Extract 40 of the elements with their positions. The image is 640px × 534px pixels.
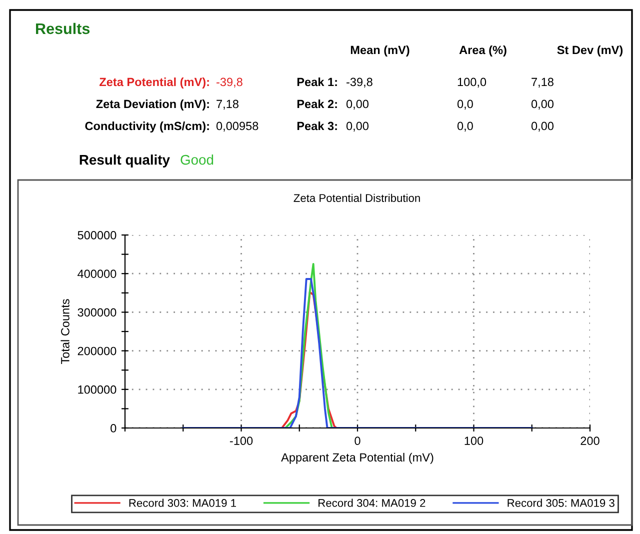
text: -39,8	[346, 78, 372, 88]
x-tick-label: 200	[580, 436, 600, 446]
y-tick-label: 500000	[78, 231, 116, 240]
text: -39,8	[216, 78, 242, 88]
text: Peak 3:	[297, 121, 337, 130]
text: 0,0	[457, 100, 473, 110]
x-tick-label: -100	[230, 436, 253, 446]
x-tick-label: 100	[464, 436, 484, 446]
text: 0,0	[457, 122, 473, 132]
legend-label: Record 304: MA019 2	[318, 498, 426, 507]
text: 0,00	[346, 100, 369, 110]
text: Area (%)	[459, 46, 506, 56]
text: 0,00958	[216, 122, 258, 132]
y-tick-label: 100000	[78, 385, 116, 394]
text: 7,18	[216, 100, 238, 110]
legend-label: Record 303: MA019 1	[129, 498, 236, 507]
text: 0,00	[346, 122, 369, 132]
y-tick-label: 300000	[78, 308, 116, 317]
y-axis-title: Total Counts	[60, 299, 70, 364]
text: 100,0	[458, 78, 486, 88]
text: Results	[36, 22, 90, 34]
text: Zeta Deviation (mV):	[96, 100, 209, 110]
text: 0,00	[531, 122, 554, 132]
y-tick-label: 0	[110, 424, 116, 432]
chart-title: Zeta Potential Distribution	[294, 194, 420, 202]
text: 7,18	[532, 78, 554, 88]
legend-label: Record 305: MA019 3	[508, 498, 614, 507]
text: Good	[180, 154, 214, 165]
text: Conductivity (mS/cm):	[85, 121, 209, 132]
text: 0,00	[531, 100, 554, 110]
y-tick-label: 400000	[78, 270, 116, 278]
x-axis-title: Apparent Zeta Potential (mV)	[281, 452, 434, 464]
text: Result quality	[80, 154, 170, 168]
text: Peak 1:	[297, 77, 337, 86]
text: Zeta Potential (mV):	[100, 77, 209, 88]
text: Peak 2:	[297, 100, 337, 108]
text: St Dev (mV)	[557, 46, 623, 56]
text: Mean (mV)	[350, 46, 410, 56]
x-tick-label: 0	[354, 436, 360, 446]
y-tick-label: 200000	[78, 346, 116, 356]
